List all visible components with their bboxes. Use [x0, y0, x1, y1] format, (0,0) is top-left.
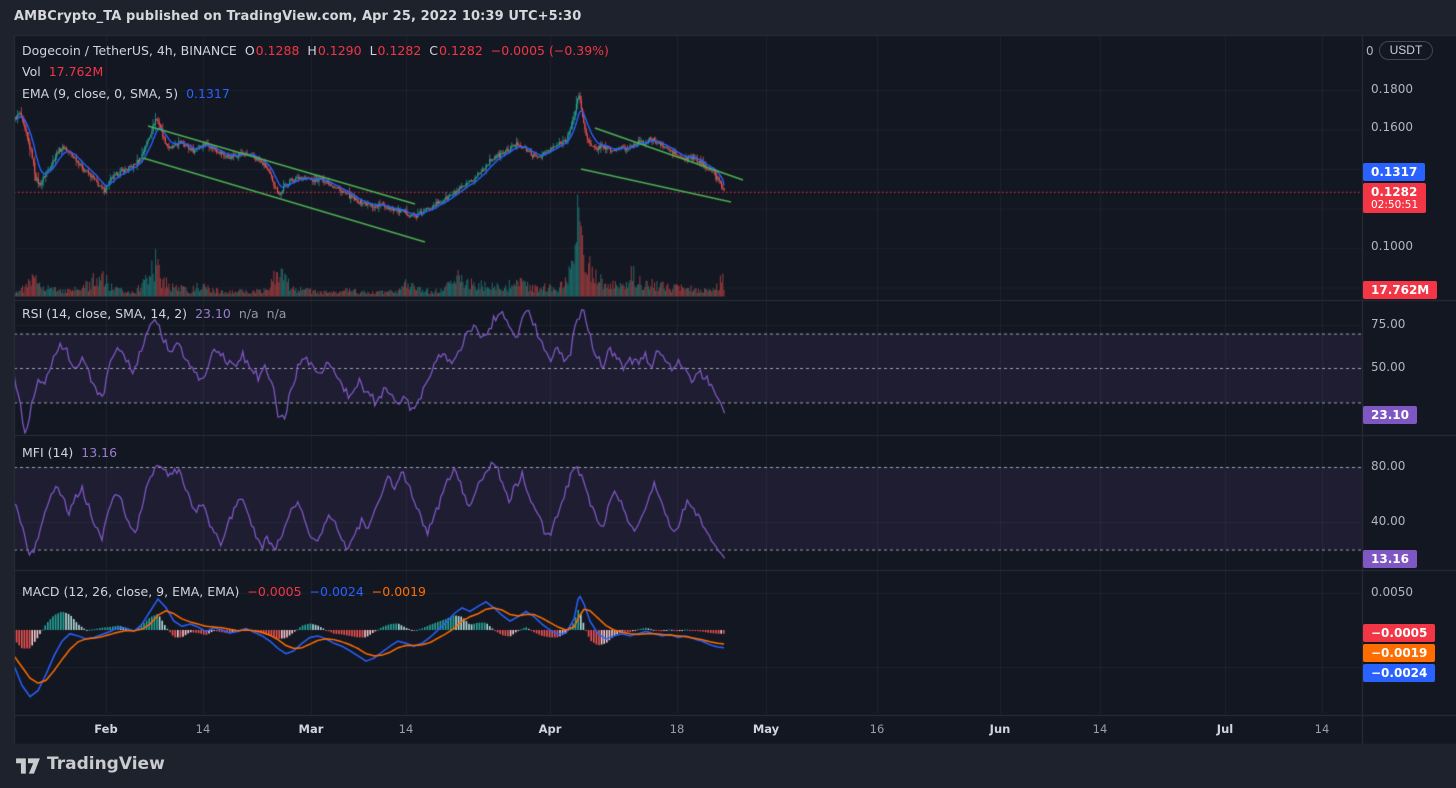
- time-axis-label: 14: [1092, 722, 1108, 736]
- badge-countdown: 02:50:51: [1371, 199, 1419, 211]
- badge-value: −0.0024: [1371, 666, 1428, 680]
- time-axis-label: 14: [195, 722, 211, 736]
- axis-price-label: 0.1800: [1371, 82, 1413, 96]
- mfi-value-badge: 13.16: [1363, 550, 1417, 568]
- tradingview-logo-icon: [16, 758, 40, 774]
- volume-legend: Vol 17.762M: [22, 64, 103, 79]
- legend-part: 0.1282: [377, 43, 422, 58]
- time-axis-label: Apr: [538, 722, 562, 736]
- time-axis-label: Jun: [989, 722, 1011, 736]
- time-axis-label: Jul: [1216, 722, 1234, 736]
- legend-part: Vol: [22, 64, 41, 79]
- rsi-legend: RSI (14, close, SMA, 14, 2) 23.10 n/a n/a: [22, 306, 286, 321]
- axis-zero-label: 0: [1366, 43, 1374, 58]
- axis-price-label: 80.00: [1371, 459, 1406, 473]
- legend-part: −0.0019: [371, 584, 427, 599]
- badge-value: 23.10: [1371, 408, 1409, 422]
- axis-price-label: 40.00: [1371, 514, 1406, 528]
- axis-price-label: 0.1000: [1371, 239, 1413, 253]
- macd-legend: MACD (12, 26, close, 9, EMA, EMA) −0.0005…: [22, 584, 426, 599]
- ema-value-badge: 0.1317: [1363, 163, 1426, 181]
- legend-part: 13.16: [81, 445, 118, 460]
- axis-price-label: 75.00: [1371, 317, 1406, 331]
- legend-part: MACD (12, 26, close, 9, EMA, EMA): [22, 584, 240, 599]
- price-legend: Dogecoin / TetherUS, 4h, BINANCE O0.1288 H…: [22, 43, 609, 58]
- currency-unit-button[interactable]: USDT: [1378, 41, 1434, 60]
- time-axis-label: 14: [1314, 722, 1330, 736]
- legend-part: −0.0005: [247, 584, 302, 599]
- legend-part: 23.10: [195, 306, 231, 321]
- legend-part: −0.0024: [309, 584, 364, 599]
- footer-bar: TradingView: [0, 744, 1456, 788]
- legend-part: EMA (9, close, 0, SMA, 5): [22, 86, 179, 101]
- legend-part: H: [307, 43, 317, 58]
- time-axis-label: Mar: [298, 722, 324, 736]
- legend-part: MFI (14): [22, 445, 74, 460]
- legend-part: 0.1317: [186, 86, 230, 101]
- legend-part: 17.762M: [48, 64, 104, 79]
- axis-price-label: 0.1600: [1371, 120, 1413, 134]
- volume-badge: 17.762M: [1363, 281, 1438, 299]
- axis-price-label: 50.00: [1371, 360, 1406, 374]
- badge-value: 0.1317: [1371, 165, 1418, 179]
- badge-value: −0.0019: [1371, 646, 1428, 660]
- badge-value: 13.16: [1371, 552, 1409, 566]
- time-axis-label: 18: [669, 722, 685, 736]
- tradingview-brand-text: TradingView: [47, 754, 165, 774]
- macd-line-badge: −0.0024: [1363, 664, 1436, 682]
- legend-part: −0.0005 (−0.39%): [490, 43, 609, 58]
- legend-part: RSI (14, close, SMA, 14, 2): [22, 306, 188, 321]
- badge-value: −0.0005: [1371, 626, 1428, 640]
- ema-legend: EMA (9, close, 0, SMA, 5) 0.1317: [22, 86, 230, 101]
- last-price-badge: 0.1282 02:50:51: [1363, 183, 1427, 213]
- time-axis-label: 14: [398, 722, 414, 736]
- legend-part: O: [244, 43, 255, 58]
- axis-price-label: 0.0050: [1371, 585, 1413, 599]
- macd-signal-badge: −0.0019: [1363, 644, 1436, 662]
- mfi-legend: MFI (14) 13.16: [22, 445, 117, 460]
- time-axis-label: Feb: [94, 722, 118, 736]
- badge-value: 0.1282: [1371, 185, 1418, 199]
- publish-header: AMBCrypto_TA published on TradingView.co…: [14, 9, 582, 24]
- badge-value: 17.762M: [1371, 283, 1430, 297]
- legend-part: 0.1290: [317, 43, 362, 58]
- legend-part: 0.1288: [255, 43, 300, 58]
- legend-part: n/a: [238, 306, 259, 321]
- legend-part: n/a: [266, 306, 287, 321]
- legend-part: C: [429, 43, 439, 58]
- time-axis-label: May: [752, 722, 780, 736]
- macd-hist-badge: −0.0005: [1363, 624, 1436, 642]
- legend-part: Dogecoin / TetherUS, 4h, BINANCE: [22, 43, 237, 58]
- legend-part: L: [369, 43, 377, 58]
- rsi-value-badge: 23.10: [1363, 406, 1417, 424]
- legend-part: 0.1282: [439, 43, 483, 58]
- price-axis-unit-row: 0 USDT: [1366, 41, 1434, 60]
- time-axis-label: 16: [869, 722, 885, 736]
